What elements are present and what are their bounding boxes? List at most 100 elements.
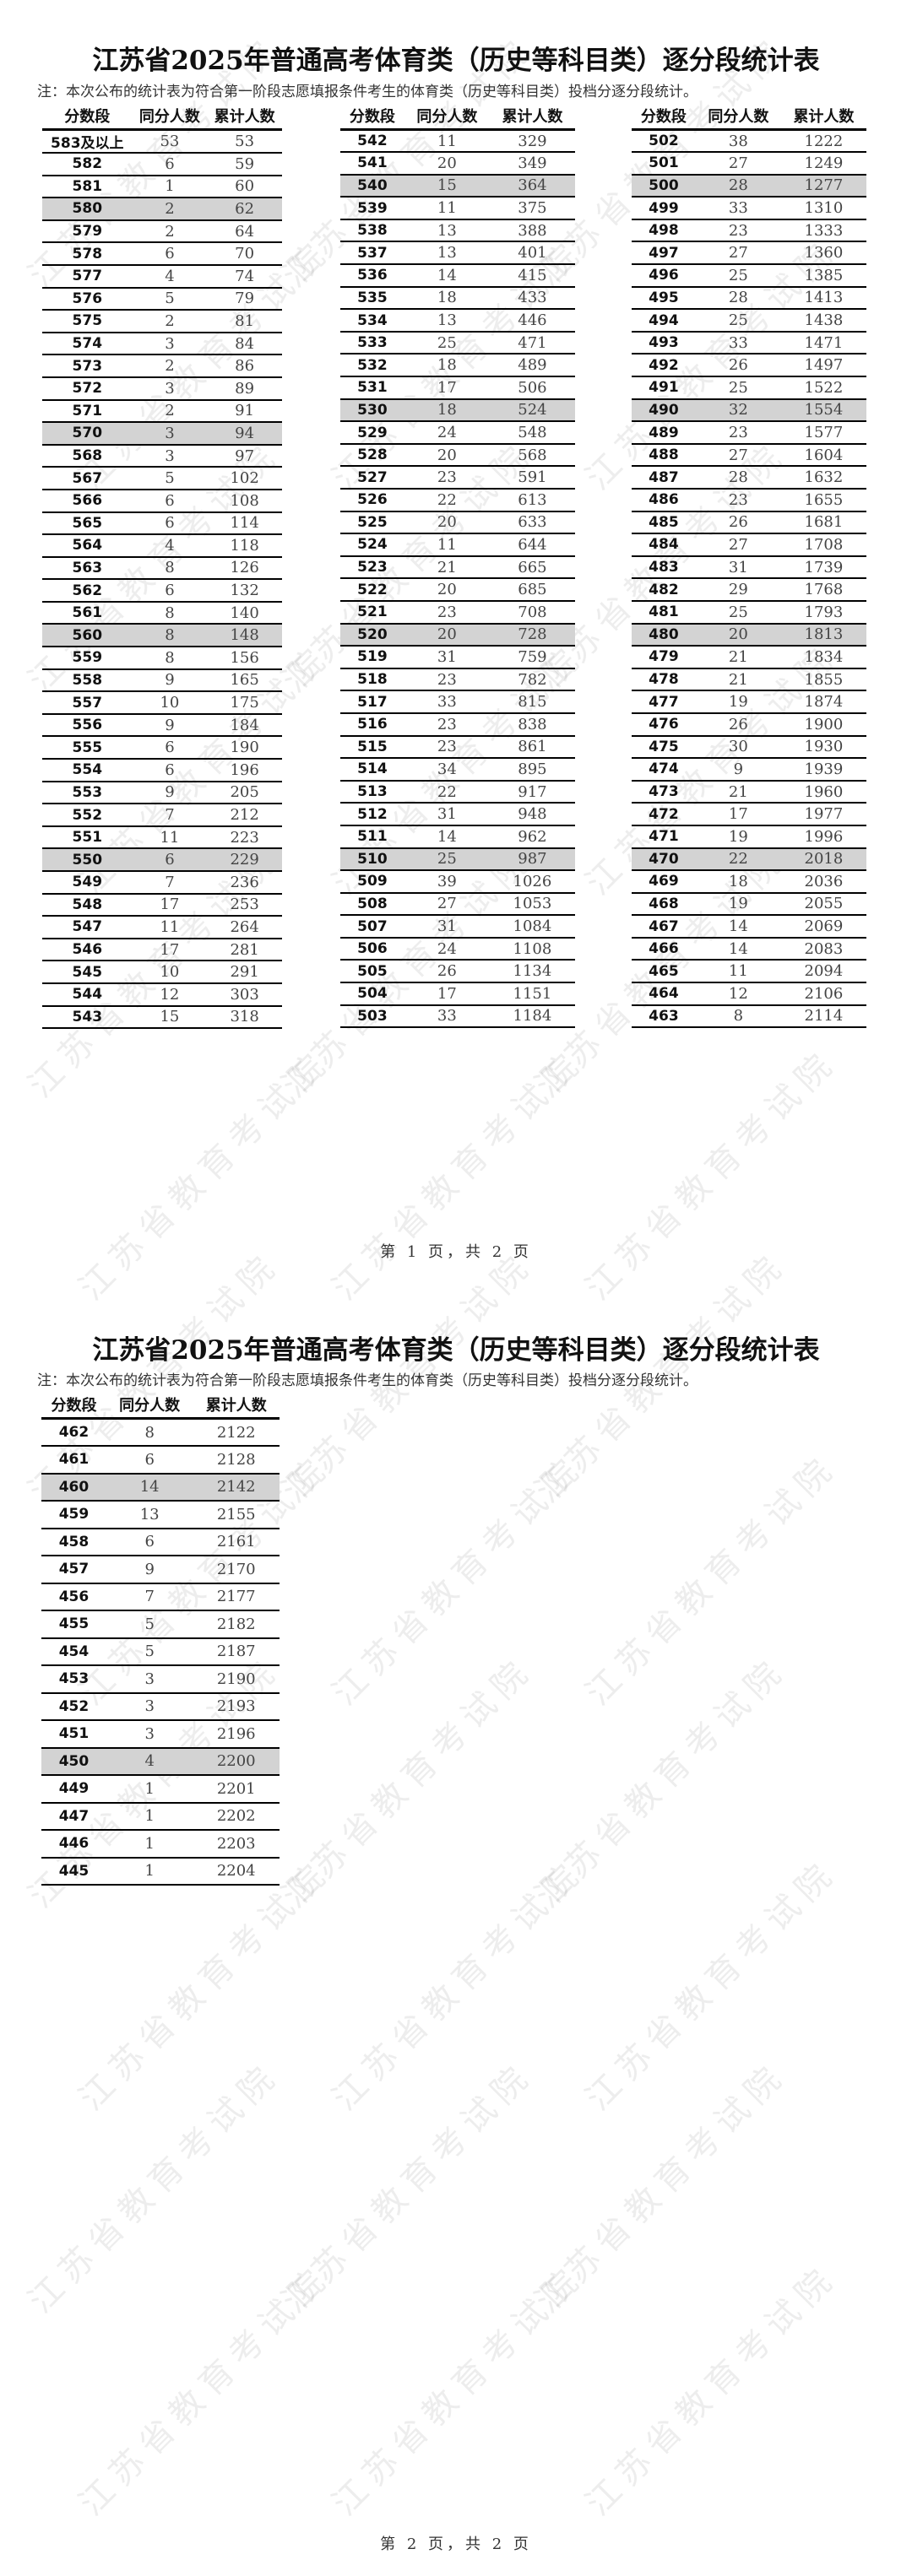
same-count-cell: 6 (132, 511, 208, 536)
score-cell: 462 (41, 1418, 106, 1447)
same-count-cell: 33 (695, 331, 781, 355)
same-count-cell: 32 (695, 398, 781, 423)
cumulative-count-cell: 62 (207, 198, 282, 221)
same-count-cell: 9 (132, 713, 208, 738)
cumulative-count-cell: 2094 (780, 960, 866, 984)
table-row: 511 14 962 (340, 825, 575, 849)
table-row: 460 14 2142 (41, 1473, 280, 1502)
table-header-row: 分数段 同分人数 累计人数 (42, 103, 282, 131)
score-cell: 560 (42, 624, 133, 648)
table-row: 548 17 253 (42, 893, 282, 917)
same-count-cell: 19 (695, 825, 781, 849)
cumulative-count-cell: 2128 (193, 1446, 280, 1475)
score-cell: 573 (42, 354, 133, 378)
page-footer: 第 2 页，共 2 页 (380, 2535, 532, 2553)
table-row: 567 5 102 (42, 467, 282, 490)
table-row: 455 5 2182 (41, 1610, 280, 1639)
table-row: 493 33 1471 (632, 331, 866, 355)
same-count-cell: 6 (132, 242, 208, 266)
table-row: 570 3 94 (42, 422, 282, 446)
score-cell: 536 (340, 264, 404, 288)
score-cell: 575 (42, 310, 133, 333)
score-cell: 537 (340, 241, 404, 266)
table-row: 546 17 281 (42, 938, 282, 962)
cumulative-count-cell: 1413 (780, 286, 866, 311)
table-row: 499 33 1310 (632, 197, 866, 220)
cumulative-count-cell: 2170 (193, 1556, 280, 1584)
table-header-row: 分数段 同分人数 累计人数 (632, 103, 866, 131)
cumulative-count-cell: 1522 (780, 376, 866, 400)
same-count-cell: 9 (132, 668, 208, 693)
same-count-cell: 28 (695, 286, 781, 311)
score-cell: 497 (632, 241, 696, 266)
score-cell: 557 (42, 691, 133, 715)
table-row: 559 8 156 (42, 647, 282, 670)
same-count-cell: 27 (695, 152, 781, 176)
score-cell: 553 (42, 781, 133, 805)
cumulative-count-cell: 2182 (193, 1610, 280, 1639)
same-count-cell: 6 (106, 1446, 193, 1475)
cumulative-count-cell: 1681 (780, 511, 866, 535)
score-cell: 561 (42, 601, 133, 625)
same-count-cell: 33 (404, 1004, 490, 1029)
score-cell: 465 (632, 960, 696, 984)
table-row: 540 15 364 (340, 174, 575, 198)
same-count-cell: 6 (132, 579, 208, 603)
same-count-cell: 23 (404, 735, 490, 760)
cumulative-count-cell: 329 (489, 129, 575, 154)
score-cell: 505 (340, 960, 404, 984)
score-cell: 451 (41, 1720, 106, 1749)
table-row: 543 15 318 (42, 1005, 282, 1030)
score-cell: 530 (340, 398, 404, 423)
table-row: 517 33 815 (340, 690, 575, 714)
score-cell: 457 (41, 1556, 106, 1584)
same-count-cell: 23 (404, 712, 490, 737)
cumulative-count-cell: 1249 (780, 152, 866, 176)
cumulative-count-cell: 1134 (489, 960, 575, 984)
score-cell: 527 (340, 466, 404, 490)
cumulative-count-cell: 948 (489, 803, 575, 826)
score-cell: 471 (632, 825, 696, 849)
score-cell: 576 (42, 287, 133, 311)
same-count-cell: 25 (695, 376, 781, 400)
score-cell: 532 (340, 354, 404, 378)
table-row: 523 21 665 (340, 555, 575, 580)
table-row: 532 18 489 (340, 354, 575, 378)
table-row: 496 25 1385 (632, 264, 866, 288)
same-count-cell: 27 (404, 892, 490, 917)
column-header: 分数段 (632, 103, 696, 131)
table-row: 497 27 1360 (632, 241, 866, 266)
score-cell: 473 (632, 780, 696, 804)
cumulative-count-cell: 838 (489, 712, 575, 737)
cumulative-count-cell: 524 (489, 398, 575, 423)
score-cell: 487 (632, 466, 696, 490)
same-count-cell: 27 (695, 533, 781, 557)
same-count-cell: 1 (106, 1775, 193, 1804)
cumulative-count-cell: 81 (207, 310, 282, 333)
table-row: 506 24 1108 (340, 937, 575, 961)
cumulative-count-cell: 74 (207, 264, 282, 289)
score-cell: 564 (42, 534, 133, 558)
cumulative-count-cell: 708 (489, 600, 575, 625)
cumulative-count-cell: 281 (207, 938, 282, 962)
score-cell: 550 (42, 848, 133, 872)
same-count-cell: 25 (695, 600, 781, 625)
table-row: 491 25 1522 (632, 376, 866, 400)
score-cell: 558 (42, 668, 133, 693)
cumulative-count-cell: 895 (489, 758, 575, 782)
same-count-cell: 20 (695, 623, 781, 647)
cumulative-count-cell: 644 (489, 533, 575, 557)
same-count-cell: 31 (404, 646, 490, 669)
table-row: 484 27 1708 (632, 533, 866, 557)
same-count-cell: 38 (695, 129, 781, 154)
page-title: 江苏省2025年普通高考体育类（历史等科目类）逐分段统计表 (92, 46, 820, 76)
score-cell: 489 (632, 421, 696, 445)
cumulative-count-cell: 1708 (780, 533, 866, 557)
same-count-cell: 1 (132, 175, 208, 199)
score-cell: 519 (340, 646, 404, 669)
same-count-cell: 26 (695, 511, 781, 535)
cumulative-count-cell: 132 (207, 579, 282, 603)
same-count-cell: 18 (404, 354, 490, 378)
score-cell: 562 (42, 579, 133, 603)
table-row: 575 2 81 (42, 310, 282, 333)
